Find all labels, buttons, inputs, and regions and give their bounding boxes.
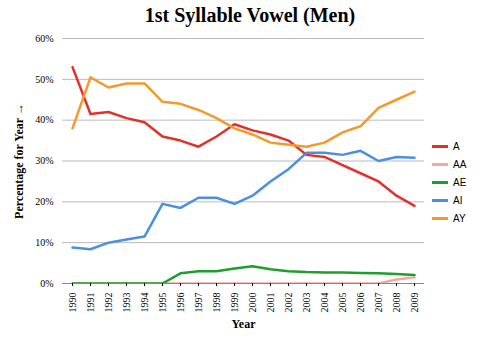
svg-text:2005: 2005 bbox=[337, 293, 348, 313]
svg-text:1992: 1992 bbox=[103, 293, 114, 313]
svg-text:40%: 40% bbox=[35, 114, 53, 125]
svg-text:10%: 10% bbox=[35, 237, 53, 248]
html-text:AY: AY bbox=[453, 213, 466, 224]
html-text:1st Syllable Vowel (Men): 1st Syllable Vowel (Men) bbox=[144, 4, 356, 26]
svg-text:Percentage for Year →: Percentage for Year → bbox=[12, 103, 26, 219]
svg-text:1994: 1994 bbox=[139, 293, 150, 313]
html-text:AE: AE bbox=[453, 177, 467, 188]
svg-text:1995: 1995 bbox=[157, 293, 168, 313]
html-text:A: A bbox=[453, 141, 460, 152]
svg-text:1999: 1999 bbox=[229, 293, 240, 313]
html-text:AI: AI bbox=[453, 195, 463, 206]
svg-text:2007: 2007 bbox=[373, 293, 384, 313]
svg-text:60%: 60% bbox=[35, 33, 53, 44]
svg-text:2003: 2003 bbox=[301, 293, 312, 313]
svg-text:50%: 50% bbox=[35, 74, 53, 85]
svg-text:1996: 1996 bbox=[175, 293, 186, 313]
html-text:AA: AA bbox=[453, 159, 467, 170]
svg-text:2009: 2009 bbox=[409, 293, 420, 313]
svg-text:1991: 1991 bbox=[85, 293, 96, 313]
svg-text:20%: 20% bbox=[35, 196, 53, 207]
svg-text:2004: 2004 bbox=[319, 293, 330, 313]
svg-text:1998: 1998 bbox=[211, 293, 222, 313]
svg-text:1990: 1990 bbox=[67, 293, 78, 313]
svg-text:30%: 30% bbox=[35, 155, 53, 166]
svg-text:0%: 0% bbox=[40, 278, 53, 289]
svg-text:1993: 1993 bbox=[121, 293, 132, 313]
svg-text:1997: 1997 bbox=[193, 293, 204, 313]
svg-text:2000: 2000 bbox=[247, 293, 258, 313]
svg-text:Year: Year bbox=[232, 317, 257, 331]
svg-text:2006: 2006 bbox=[355, 293, 366, 313]
svg-text:2002: 2002 bbox=[283, 293, 294, 313]
svg-text:2001: 2001 bbox=[265, 293, 276, 313]
svg-text:2008: 2008 bbox=[391, 293, 402, 313]
